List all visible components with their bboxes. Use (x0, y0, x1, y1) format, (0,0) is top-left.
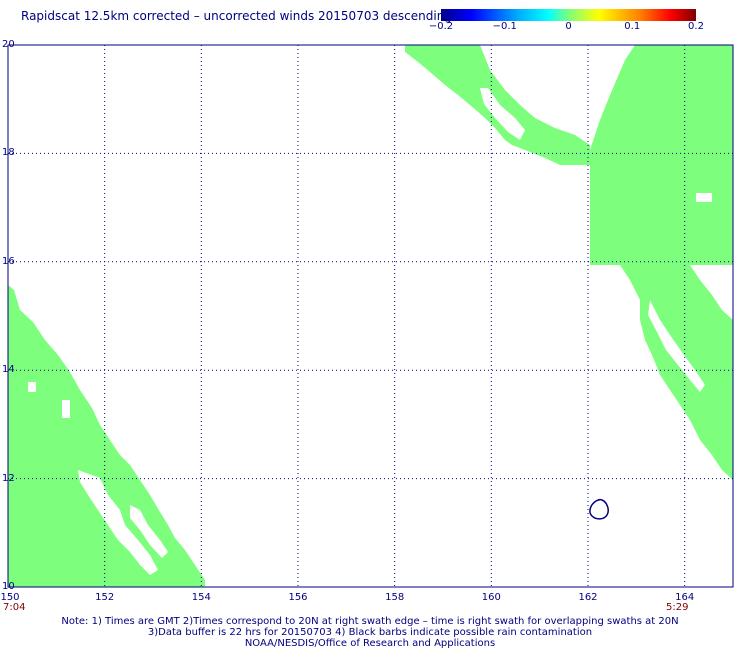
gap-4 (130, 505, 168, 558)
colorbar-tick-0: −0.2 (428, 21, 454, 32)
time-right: 5:29 (666, 602, 689, 613)
lon-label-162: 162 (578, 592, 598, 603)
lon-label-152: 152 (95, 592, 115, 603)
lat-label-20: 20 (2, 39, 15, 50)
gap-2 (62, 400, 70, 418)
lat-label-18: 18 (2, 147, 15, 159)
gap-7 (648, 300, 705, 392)
lon-label-160: 160 (481, 592, 501, 603)
time-left: 7:04 (3, 602, 26, 613)
map-frame (7, 44, 734, 588)
colorbar (441, 9, 696, 21)
lon-label-164: 164 (675, 592, 695, 603)
colorbar-tick-2: 0 (565, 21, 572, 32)
lat-label-12: 12 (2, 472, 15, 484)
swath-southwest (8, 285, 205, 587)
lat-label-14: 14 (2, 364, 15, 376)
lat-lon-grid (8, 45, 733, 587)
swath-northeast (590, 45, 733, 265)
map-title: Rapidscat 12.5km corrected – uncorrected… (21, 9, 452, 23)
rain-contour (589, 498, 609, 520)
lon-label-154: 154 (191, 592, 211, 603)
colorbar-tick-1: −0.1 (492, 21, 517, 32)
note-line-2: 3)Data buffer is 22 hrs for 20150703 4) … (147, 627, 593, 638)
wind-swaths (8, 45, 733, 587)
lon-label-150: 150 (0, 592, 20, 603)
colorbar-tick-3: 0.1 (624, 21, 641, 32)
note-line-3: NOAA/NESDIS/Office of Research and Appli… (244, 638, 496, 649)
gap-6 (696, 193, 712, 202)
note-line-1: Note: 1) Times are GMT 2)Times correspon… (61, 616, 679, 627)
swath-gaps (28, 88, 712, 575)
colorbar-tick-4: 0.2 (688, 21, 704, 32)
lat-label-10: 10 (2, 581, 15, 592)
lon-label-156: 156 (288, 592, 308, 603)
lat-label-16: 16 (2, 255, 15, 267)
lon-label-158: 158 (385, 592, 405, 603)
swath-east (620, 265, 733, 480)
gap-1 (28, 382, 36, 392)
gap-3 (78, 470, 158, 575)
